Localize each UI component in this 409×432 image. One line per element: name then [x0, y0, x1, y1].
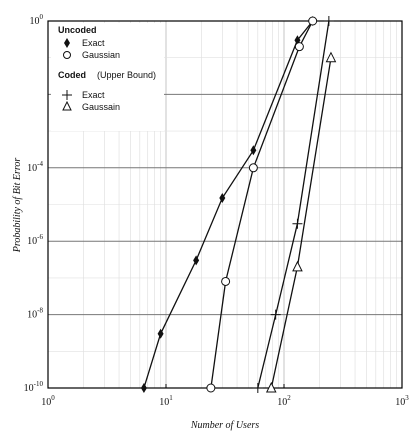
y-axis-label: Probability of Bit Error: [12, 158, 23, 254]
plot-frame: [47, 20, 403, 389]
series-plus: [252, 16, 334, 393]
series-circle: [206, 16, 318, 393]
legend-group-title: Coded: [58, 70, 86, 80]
data-point-triangle: [325, 51, 337, 63]
legend: Uncoded Exact Gaussian Coded (Upper Boun…: [51, 23, 164, 131]
series-triangle: [265, 51, 337, 393]
series-line: [257, 20, 330, 389]
x-axis-label: Number of Users: [190, 420, 259, 431]
legend-marker-circle: [63, 51, 71, 59]
data-point-circle: [294, 42, 304, 52]
y-tick-label: 10-8: [27, 307, 43, 321]
data-point-triangle: [292, 260, 303, 272]
y-tick-label: 10-6: [27, 233, 43, 247]
data-point-circle: [308, 16, 318, 26]
x-tick-label: 101: [159, 394, 173, 408]
data-point-diamond: [250, 145, 257, 156]
x-tick-label: 102: [277, 394, 291, 408]
legend-background: [51, 23, 164, 131]
data-point-circle: [248, 163, 258, 173]
x-tick-label: 100: [41, 394, 55, 408]
legend-marker-plus: [62, 90, 72, 100]
data-point-diamond: [193, 255, 200, 266]
data-point-plus: [323, 16, 334, 26]
y-tick-label: 100: [30, 13, 44, 27]
legend-label: Exact: [82, 38, 105, 48]
data-point-diamond: [219, 193, 226, 204]
y-tick-label: 10-10: [24, 380, 44, 394]
legend-marker-diamond: [64, 38, 70, 48]
x-tick-label: 103: [395, 394, 409, 408]
series-line: [270, 57, 332, 389]
data-point-circle: [221, 276, 231, 286]
data-point-plus: [252, 383, 263, 393]
legend-group-title: Uncoded: [58, 25, 97, 35]
data-point-plus: [292, 218, 303, 229]
axis-ticks: 100 101 102 103 100 10-4 10-6 10-8 10-10: [24, 13, 409, 408]
data-series: [140, 16, 337, 393]
data-point-triangle: [265, 381, 277, 393]
legend-label: Exact: [82, 90, 105, 100]
data-point-circle: [206, 383, 216, 393]
legend-label: Gaussain: [82, 102, 120, 112]
series-diamond: [140, 16, 316, 393]
data-point-diamond: [140, 383, 147, 393]
data-point-diamond: [157, 328, 164, 339]
legend-group-subtitle: (Upper Bound): [97, 70, 156, 80]
legend-label: Gaussian: [82, 50, 120, 60]
legend-marker-triangle: [62, 100, 72, 111]
data-point-plus: [270, 309, 281, 320]
y-tick-label: 10-4: [27, 160, 43, 174]
